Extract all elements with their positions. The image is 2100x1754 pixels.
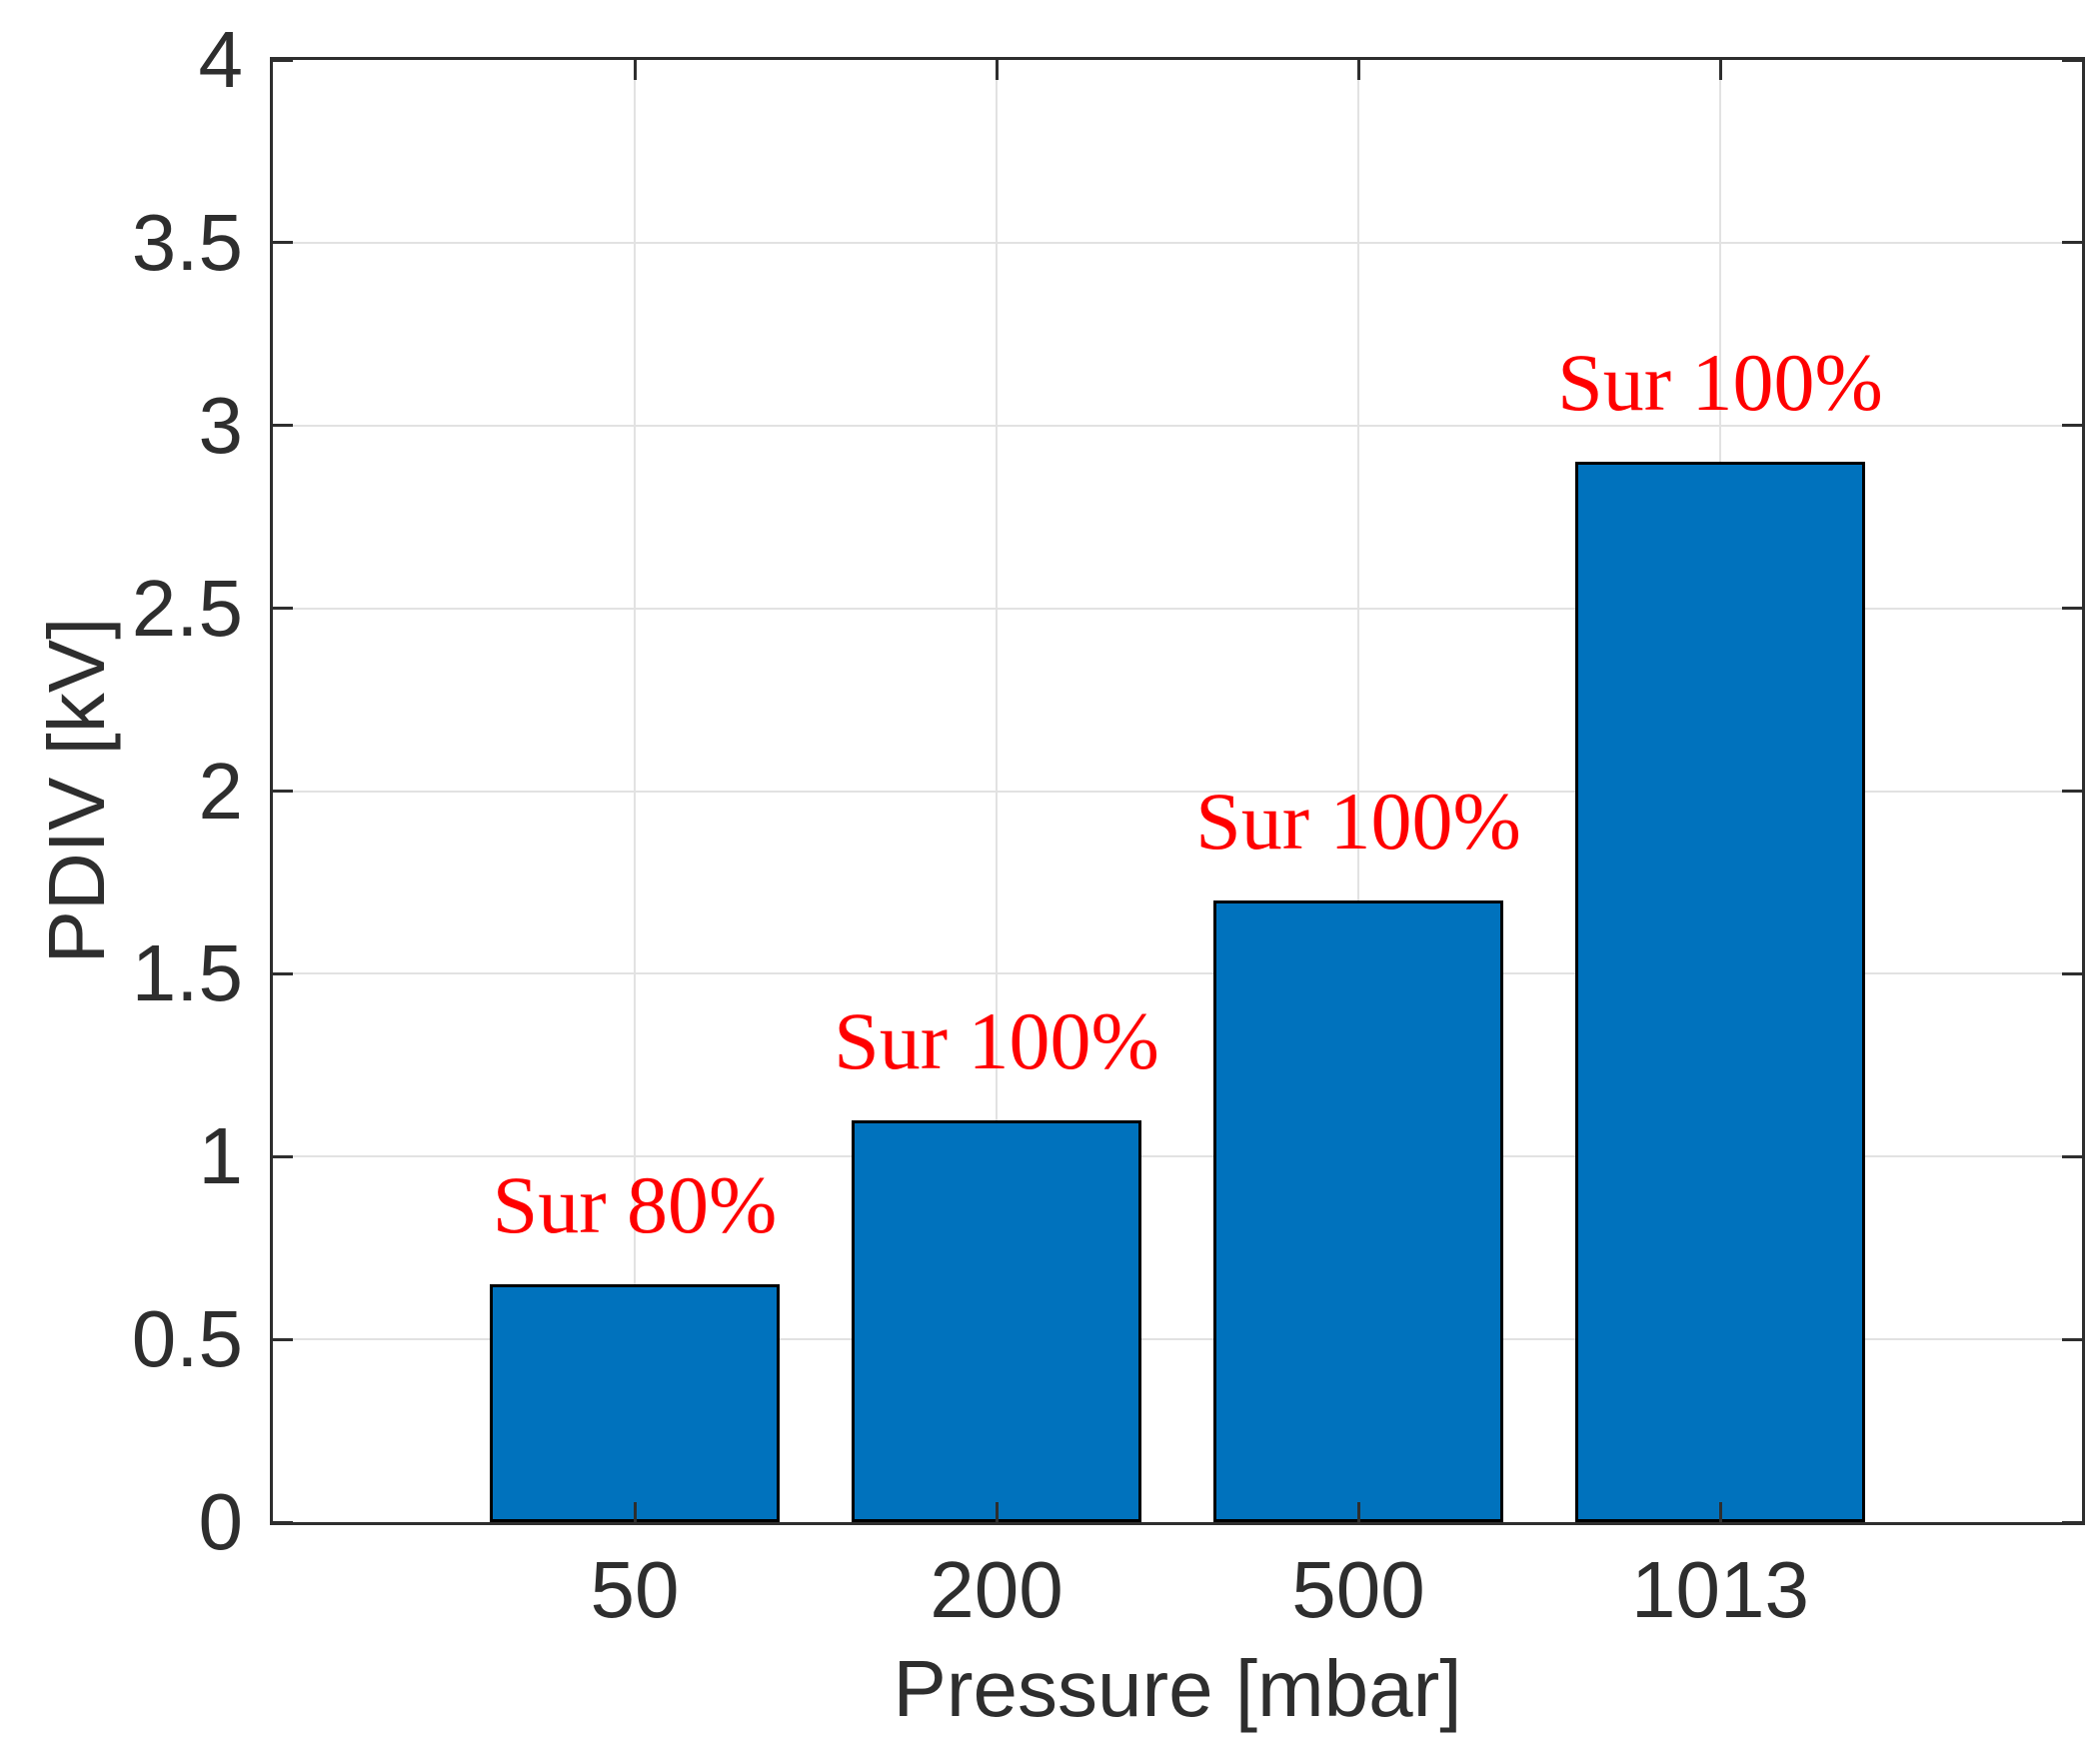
grid-line-vertical <box>1357 60 1359 1522</box>
y-tick-label: 2.5 <box>131 563 243 653</box>
bar <box>490 1284 780 1522</box>
grid-line-horizontal <box>273 790 2082 793</box>
y-tick-mark-left <box>273 1337 293 1341</box>
x-tick-label: 50 <box>590 1545 680 1634</box>
x-tick-mark-top <box>633 60 637 80</box>
bar-value-label: Sur 100% <box>834 994 1159 1086</box>
bar <box>852 1119 1141 1522</box>
x-tick-mark-bottom <box>1718 1502 1722 1522</box>
y-tick-mark-right <box>2062 58 2082 62</box>
plot-area: Sur 80% Sur 100% Sur 100% Sur 100% <box>270 57 2085 1525</box>
bar-value-label: Sur 100% <box>1195 776 1521 868</box>
bar-value-label: Sur 100% <box>1557 337 1883 429</box>
y-tick-mark-right <box>2062 424 2082 428</box>
y-tick-label: 2 <box>198 746 244 836</box>
grid-line-horizontal <box>273 241 2082 244</box>
y-tick-label: 3.5 <box>131 197 243 287</box>
grid-line-horizontal <box>273 972 2082 975</box>
y-tick-mark-left <box>273 607 293 611</box>
x-tick-mark-top <box>1356 60 1360 80</box>
y-tick-mark-left <box>273 1520 293 1524</box>
y-tick-mark-left <box>273 1154 293 1158</box>
y-tick-label: 1.5 <box>131 928 243 1018</box>
grid-line-vertical <box>634 60 636 1522</box>
bar <box>1213 900 1503 1522</box>
y-tick-label: 3 <box>198 380 244 470</box>
bar <box>1575 462 1865 1522</box>
y-tick-mark-right <box>2062 241 2082 245</box>
x-tick-mark-bottom <box>995 1502 999 1522</box>
x-tick-mark-top <box>995 60 999 80</box>
y-tick-label: 4 <box>198 15 244 104</box>
y-tick-mark-left <box>273 971 293 975</box>
x-tick-label: 1013 <box>1631 1545 1809 1634</box>
x-tick-mark-bottom <box>1356 1502 1360 1522</box>
x-tick-label: 500 <box>1291 1545 1425 1634</box>
y-tick-mark-right <box>2062 971 2082 975</box>
y-tick-mark-right <box>2062 607 2082 611</box>
x-tick-mark-top <box>1718 60 1722 80</box>
x-tick-label: 200 <box>930 1545 1063 1634</box>
x-axis-title: Pressure [mbar] <box>893 1644 1462 1733</box>
y-tick-mark-left <box>273 790 293 793</box>
y-tick-label: 0 <box>198 1477 244 1566</box>
grid-line-horizontal <box>273 424 2082 427</box>
y-tick-mark-left <box>273 241 293 245</box>
y-tick-mark-left <box>273 58 293 62</box>
y-tick-label: 0.5 <box>131 1294 243 1384</box>
y-tick-mark-right <box>2062 790 2082 793</box>
bar-value-label: Sur 80% <box>492 1159 778 1251</box>
y-tick-mark-right <box>2062 1520 2082 1524</box>
y-tick-label: 1 <box>198 1111 244 1201</box>
y-tick-mark-right <box>2062 1337 2082 1341</box>
grid-line-horizontal <box>273 607 2082 610</box>
grid-line-vertical <box>996 60 998 1522</box>
y-axis-title: PDIV [kV] <box>32 617 121 964</box>
grid-line-horizontal <box>273 1338 2082 1341</box>
y-tick-mark-left <box>273 424 293 428</box>
x-tick-mark-bottom <box>633 1502 637 1522</box>
grid-line-horizontal <box>273 1155 2082 1158</box>
y-tick-mark-right <box>2062 1154 2082 1158</box>
